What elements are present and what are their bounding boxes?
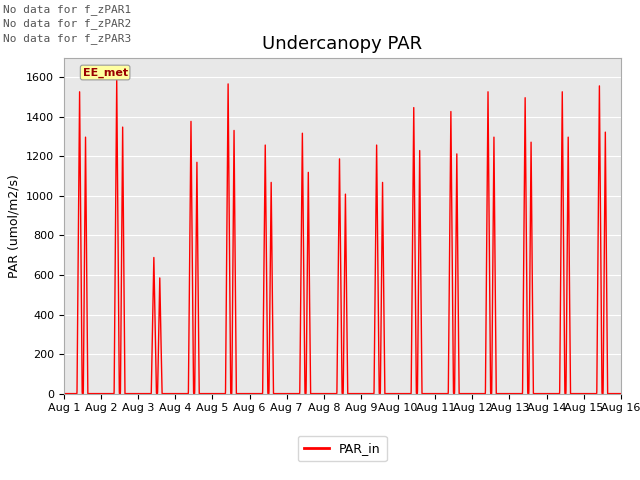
Legend: PAR_in: PAR_in bbox=[298, 436, 387, 461]
Y-axis label: PAR (umol/m2/s): PAR (umol/m2/s) bbox=[8, 174, 20, 277]
Text: No data for f_zPAR2: No data for f_zPAR2 bbox=[3, 18, 131, 29]
Text: No data for f_zPAR3: No data for f_zPAR3 bbox=[3, 33, 131, 44]
Title: Undercanopy PAR: Undercanopy PAR bbox=[262, 35, 422, 53]
Text: No data for f_zPAR1: No data for f_zPAR1 bbox=[3, 4, 131, 15]
Text: EE_met: EE_met bbox=[83, 67, 128, 78]
